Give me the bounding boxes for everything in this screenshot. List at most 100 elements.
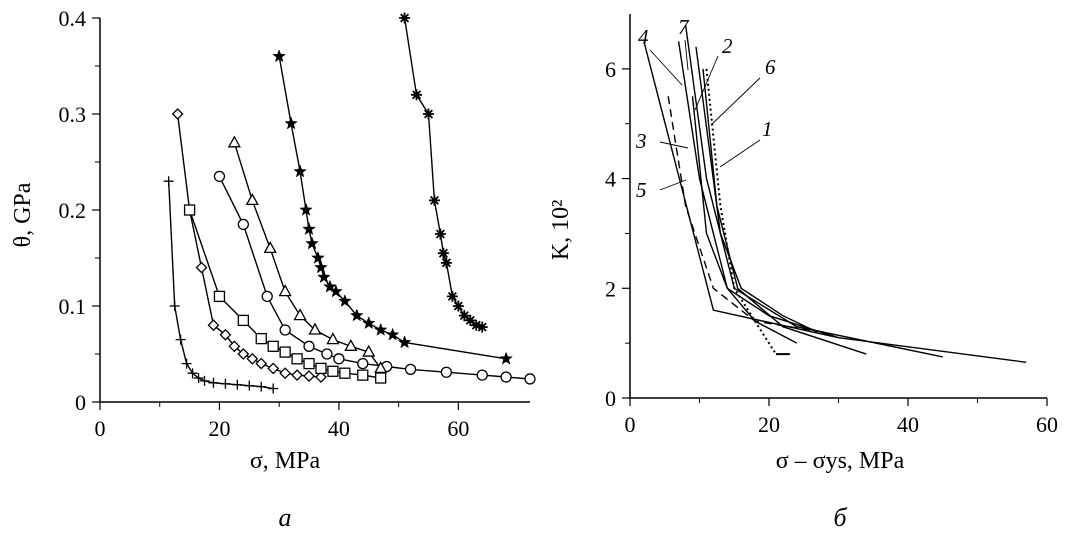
panel-a-series-asterisk (399, 12, 488, 333)
panel-a-x-tick-label: 20 (208, 416, 230, 441)
panel-a-y-tick-label: 0 (75, 390, 86, 415)
panel-b-curve-6 (702, 68, 867, 355)
point-plus (181, 358, 192, 369)
panel-a-series-plus (163, 176, 279, 394)
point-asterisk (455, 303, 461, 309)
panel-b-y-tick-label: 6 (605, 57, 616, 82)
point-diamond (171, 108, 184, 120)
series-line (176, 113, 322, 378)
point-square (357, 369, 369, 381)
point-plus (220, 378, 231, 389)
series-line (233, 142, 382, 369)
point-diamond (315, 371, 327, 383)
curve-label-leader (694, 55, 719, 111)
panel-a-series-star (272, 49, 513, 365)
panel-a-series (163, 12, 536, 394)
point-star (499, 351, 513, 365)
panel-b-x-tick-label: 60 (1036, 412, 1058, 437)
panel-a-x-tick-label: 0 (95, 416, 106, 441)
panel-b-x-tick-label: 40 (897, 412, 919, 437)
curve-label-2: 2 (722, 34, 733, 58)
point-star (385, 327, 400, 341)
point-circle (500, 371, 512, 383)
series-line (403, 17, 483, 328)
point-star (284, 116, 298, 130)
point-asterisk (479, 324, 485, 330)
point-diamond (279, 367, 292, 380)
point-square (315, 362, 327, 375)
panel-a-chart: 0 20 40 60 0 0.1 0.2 0.3 0.4 σ, MPa θ, GPa a (10, 6, 536, 532)
panel-a-y-tick-label: 0.1 (59, 294, 87, 319)
panel-b-ticks: 0 20 40 60 0 2 4 6 (605, 57, 1058, 437)
point-circle (524, 373, 536, 385)
point-plus (199, 375, 210, 386)
point-square (255, 332, 267, 345)
point-star (329, 284, 343, 298)
curve-label-7: 7 (678, 15, 690, 39)
point-circle (261, 290, 273, 303)
point-plus (268, 383, 279, 394)
point-star (349, 308, 364, 322)
point-triangle (362, 344, 376, 357)
point-diamond (207, 319, 220, 332)
curve-label-leader (659, 141, 689, 149)
point-asterisk (449, 293, 455, 299)
point-star (397, 335, 412, 349)
curve-label-leader (719, 139, 761, 168)
panel-b-series (643, 24, 1027, 363)
point-plus (244, 380, 255, 391)
point-asterisk (437, 231, 443, 237)
point-diamond (195, 261, 208, 274)
curve-label-leader (659, 179, 687, 191)
point-diamond (237, 348, 250, 360)
panel-b-y-tick-label: 0 (605, 386, 616, 411)
point-star (293, 164, 307, 178)
point-diamond (246, 352, 259, 365)
panel-b-curve-4 (677, 41, 839, 339)
panel-a-series-circle (213, 170, 536, 385)
panel-a-series-diamond (171, 108, 327, 383)
point-plus (193, 373, 204, 383)
point-square (213, 290, 226, 303)
point-circle (404, 363, 417, 376)
point-circle (213, 170, 226, 183)
point-triangle (263, 241, 277, 254)
curve-label-1: 1 (762, 117, 773, 141)
point-triangle (293, 308, 307, 321)
point-asterisk (414, 92, 420, 98)
point-diamond (267, 362, 280, 375)
point-triangle (374, 361, 388, 374)
panel-b-letter: б (833, 503, 847, 532)
point-square (291, 353, 303, 365)
point-star (302, 221, 316, 236)
panel-b-curve-2 (695, 46, 818, 333)
point-square (267, 340, 279, 352)
point-square (303, 357, 315, 370)
point-triangle (278, 284, 292, 297)
curve-label-6: 6 (765, 55, 776, 79)
panel-a-y-tick-label: 0.4 (59, 6, 87, 31)
point-star (373, 322, 388, 336)
point-triangle (245, 193, 259, 206)
panel-b-x-tick-label: 20 (758, 412, 780, 437)
point-plus (208, 377, 219, 388)
panel-a-y-tick-label: 0.2 (59, 198, 87, 223)
point-plus (232, 379, 243, 390)
panel-a-xlabel: σ, MPa (250, 448, 321, 474)
panel-b-y-tick-label: 4 (605, 167, 616, 192)
curve-label-leader (710, 77, 761, 126)
point-plus (175, 334, 186, 345)
point-plus (169, 301, 180, 311)
panel-b-y-tick-label: 2 (605, 276, 616, 301)
point-star (361, 316, 376, 330)
point-asterisk (402, 15, 408, 21)
series-line (218, 176, 531, 380)
point-asterisk (467, 317, 473, 323)
point-plus (256, 381, 267, 392)
panel-a-series-square (183, 204, 387, 384)
point-circle (321, 348, 333, 360)
point-circle (333, 353, 345, 365)
panel-a-ticks: 0 20 40 60 0 0.1 0.2 0.3 0.4 (59, 6, 470, 441)
